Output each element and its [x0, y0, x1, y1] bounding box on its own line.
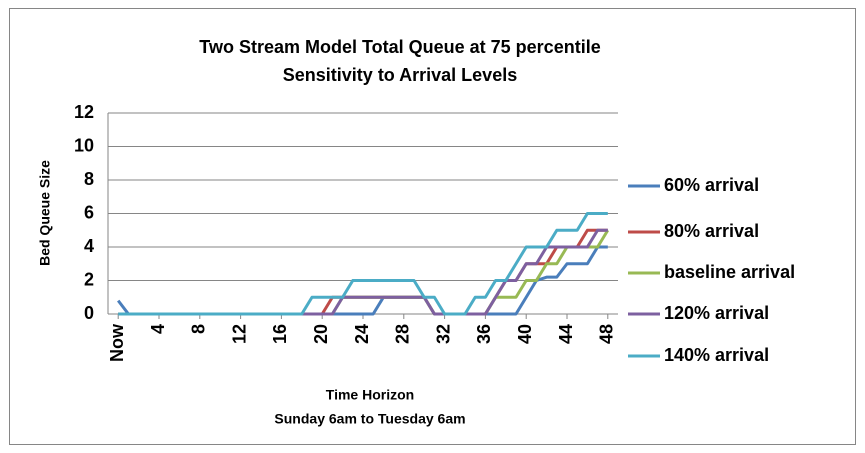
x-tick-label: 12	[229, 324, 249, 344]
x-tick-label: 24	[352, 324, 372, 344]
y-tick-label: 10	[74, 135, 94, 155]
x-tick-label: 8	[189, 324, 209, 334]
y-tick-label: 4	[84, 236, 94, 256]
y-tick-label: 0	[84, 303, 94, 323]
legend-label: 120% arrival	[664, 303, 769, 323]
y-tick-label: 2	[84, 269, 94, 289]
legend-label: 60% arrival	[664, 175, 759, 195]
x-axis-label: Sunday 6am to Tuesday 6am	[274, 411, 465, 427]
x-tick-label: 44	[556, 324, 576, 344]
y-tick-label: 12	[74, 102, 94, 122]
x-tick-label: 48	[597, 324, 617, 344]
chart-subtitle: Sensitivity to Arrival Levels	[283, 65, 517, 85]
y-axis-label: Bed Queue Size	[37, 160, 53, 266]
series-line	[118, 212, 608, 316]
x-tick-label: 40	[515, 324, 535, 344]
legend-label: 80% arrival	[664, 221, 759, 241]
x-tick-label: 20	[311, 324, 331, 344]
x-tick-label: 36	[474, 324, 494, 344]
x-tick-label: 4	[148, 324, 168, 334]
y-tick-label: 6	[84, 202, 94, 222]
x-tick-label: 32	[433, 324, 453, 344]
y-tick-label: 8	[84, 169, 94, 189]
x-tick-label: 16	[270, 324, 290, 344]
chart-title: Two Stream Model Total Queue at 75 perce…	[199, 37, 600, 57]
chart-border	[9, 8, 856, 445]
legend-label: 140% arrival	[664, 345, 769, 365]
x-tick-label: Now	[107, 323, 127, 362]
legend-label: baseline arrival	[664, 262, 795, 282]
x-tick-label: 28	[393, 324, 413, 344]
x-axis-label: Time Horizon	[326, 387, 414, 403]
